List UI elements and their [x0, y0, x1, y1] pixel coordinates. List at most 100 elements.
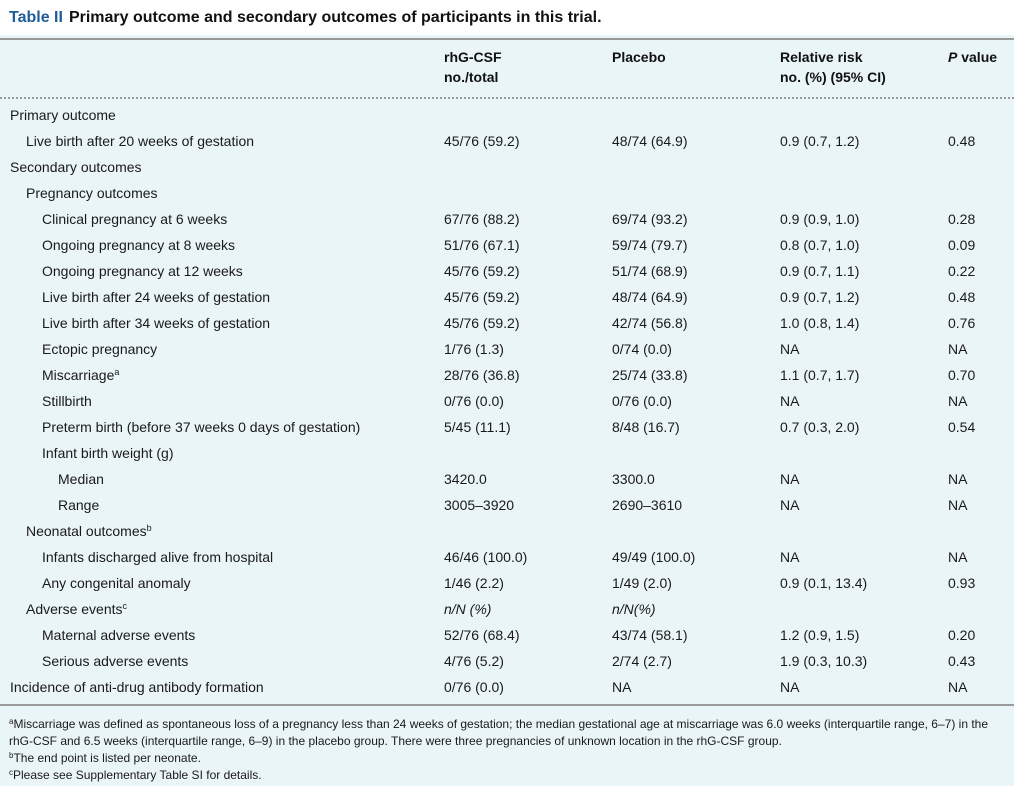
- relative-risk-cell: 0.9 (0.7, 1.2): [780, 284, 859, 310]
- relative-risk-cell: NA: [780, 466, 799, 492]
- header-rhg-csf-line1: rhG-CSF: [444, 47, 502, 67]
- row-label: Live birth after 34 weeks of gestation: [0, 310, 270, 336]
- table-row: Ongoing pregnancy at 8 weeks 51/76 (67.1)…: [0, 232, 1014, 258]
- row-label-text: Primary outcome: [10, 107, 116, 123]
- table-row: Secondary outcomes: [0, 154, 1014, 180]
- p-value-cell: NA: [948, 544, 967, 570]
- p-value-cell: 0.48: [948, 284, 975, 310]
- placebo-cell: 48/74 (64.9): [612, 284, 688, 310]
- row-label-text: Pregnancy outcomes: [26, 185, 158, 201]
- table-row: Incidence of anti-drug antibody formatio…: [0, 674, 1014, 700]
- row-label: Clinical pregnancy at 6 weeks: [0, 206, 227, 232]
- header-relative-risk-line2: no. (%) (95% CI): [780, 67, 886, 87]
- row-label: Incidence of anti-drug antibody formatio…: [0, 674, 264, 700]
- p-value-cell: 0.70: [948, 362, 975, 388]
- row-label-text: Serious adverse events: [42, 653, 188, 669]
- table-row: Pregnancy outcomes: [0, 180, 1014, 206]
- row-label: Neonatal outcomesb: [0, 518, 152, 544]
- table-caption: Table II Primary outcome and secondary ou…: [0, 0, 1014, 35]
- footnote: cPlease see Supplementary Table SI for d…: [9, 767, 1010, 784]
- rhg-csf-cell: 28/76 (36.8): [444, 362, 520, 388]
- relative-risk-cell: 0.8 (0.7, 1.0): [780, 232, 859, 258]
- row-label: Infants discharged alive from hospital: [0, 544, 273, 570]
- relative-risk-cell: NA: [780, 674, 799, 700]
- table-row: Median 3420.0 3300.0 NA NA: [0, 466, 1014, 492]
- header-relative-risk-line1: Relative risk: [780, 47, 886, 67]
- rhg-csf-cell: 45/76 (59.2): [444, 258, 520, 284]
- rhg-csf-cell: 67/76 (88.2): [444, 206, 520, 232]
- placebo-cell: 8/48 (16.7): [612, 414, 680, 440]
- table-row: Live birth after 24 weeks of gestation 45…: [0, 284, 1014, 310]
- row-label-text: Any congenital anomaly: [42, 575, 191, 591]
- row-label-text: Miscarriage: [42, 367, 114, 383]
- row-label: Live birth after 24 weeks of gestation: [0, 284, 270, 310]
- placebo-cell: 49/49 (100.0): [612, 544, 695, 570]
- rhg-csf-cell: 1/46 (2.2): [444, 570, 504, 596]
- table-footnotes: aMiscarriage was defined as spontaneous …: [0, 707, 1014, 786]
- placebo-cell: 0/76 (0.0): [612, 388, 672, 414]
- relative-risk-cell: 0.7 (0.3, 2.0): [780, 414, 859, 440]
- footnote-marker: c: [123, 601, 128, 611]
- table-number: Table II: [9, 9, 63, 26]
- relative-risk-cell: 0.9 (0.1, 13.4): [780, 570, 867, 596]
- table-row: Serious adverse events 4/76 (5.2) 2/74 (2.…: [0, 648, 1014, 674]
- rhg-csf-cell: 51/76 (67.1): [444, 232, 520, 258]
- table-row: Ongoing pregnancy at 12 weeks 45/76 (59.2…: [0, 258, 1014, 284]
- row-label: Primary outcome: [0, 102, 116, 128]
- p-value-cell: NA: [948, 388, 967, 414]
- p-value-cell: 0.22: [948, 258, 975, 284]
- row-label: Adverse eventsc: [0, 596, 127, 622]
- row-label: Infant birth weight (g): [0, 440, 174, 466]
- p-value-cell: NA: [948, 466, 967, 492]
- header-p-value: P value: [948, 47, 997, 67]
- row-label: Secondary outcomes: [0, 154, 142, 180]
- relative-risk-cell: 1.1 (0.7, 1.7): [780, 362, 859, 388]
- p-value-cell: 0.43: [948, 648, 975, 674]
- relative-risk-cell: NA: [780, 388, 799, 414]
- table-row: Stillbirth 0/76 (0.0) 0/76 (0.0) NA NA: [0, 388, 1014, 414]
- rhg-csf-cell: 4/76 (5.2): [444, 648, 504, 674]
- placebo-cell: 2690–3610: [612, 492, 682, 518]
- header-separator: [0, 97, 1014, 99]
- header-p-italic: P: [948, 49, 957, 65]
- relative-risk-cell: 0.9 (0.7, 1.2): [780, 128, 859, 154]
- p-value-cell: 0.93: [948, 570, 975, 596]
- p-value-cell: 0.28: [948, 206, 975, 232]
- footnote-text: Please see Supplementary Table SI for de…: [13, 768, 262, 782]
- row-label-text: Stillbirth: [42, 393, 92, 409]
- row-label-text: Infants discharged alive from hospital: [42, 549, 273, 565]
- rhg-csf-cell: 5/45 (11.1): [444, 414, 511, 440]
- row-label: Ongoing pregnancy at 12 weeks: [0, 258, 243, 284]
- row-label: Miscarriagea: [0, 362, 119, 388]
- table-row: Preterm birth (before 37 weeks 0 days of…: [0, 414, 1014, 440]
- p-value-cell: 0.20: [948, 622, 975, 648]
- row-label: Serious adverse events: [0, 648, 188, 674]
- row-label-text: Neonatal outcomes: [26, 523, 147, 539]
- rhg-csf-cell: 45/76 (59.2): [444, 310, 520, 336]
- table-row: Adverse eventsc n/N (%) n/N(%): [0, 596, 1014, 622]
- placebo-cell: 48/74 (64.9): [612, 128, 688, 154]
- header-placebo-label: Placebo: [612, 47, 666, 67]
- rhg-csf-cell: 46/46 (100.0): [444, 544, 527, 570]
- header-rhg-csf: rhG-CSF no./total: [444, 47, 502, 87]
- table-row: Miscarriagea 28/76 (36.8) 25/74 (33.8) 1.1 …: [0, 362, 1014, 388]
- row-label-text: Ongoing pregnancy at 12 weeks: [42, 263, 243, 279]
- row-label: Live birth after 20 weeks of gestation: [0, 128, 254, 154]
- row-label: Median: [0, 466, 104, 492]
- table-row: Infants discharged alive from hospital 46…: [0, 544, 1014, 570]
- relative-risk-cell: 0.9 (0.7, 1.1): [780, 258, 859, 284]
- placebo-cell: 1/49 (2.0): [612, 570, 672, 596]
- placebo-cell: 3300.0: [612, 466, 655, 492]
- footnote-text: The end point is listed per neonate.: [13, 751, 200, 765]
- row-label-text: Live birth after 34 weeks of gestation: [42, 315, 270, 331]
- placebo-cell: 2/74 (2.7): [612, 648, 672, 674]
- p-value-cell: NA: [948, 492, 967, 518]
- header-p-value-label: P value: [948, 47, 997, 67]
- placebo-cell: n/N(%): [612, 596, 656, 622]
- rhg-csf-cell: n/N (%): [444, 596, 491, 622]
- relative-risk-cell: 1.0 (0.8, 1.4): [780, 310, 859, 336]
- row-label: Ongoing pregnancy at 8 weeks: [0, 232, 235, 258]
- relative-risk-cell: NA: [780, 336, 799, 362]
- footnote: bThe end point is listed per neonate.: [9, 750, 1010, 767]
- p-value-cell: 0.48: [948, 128, 975, 154]
